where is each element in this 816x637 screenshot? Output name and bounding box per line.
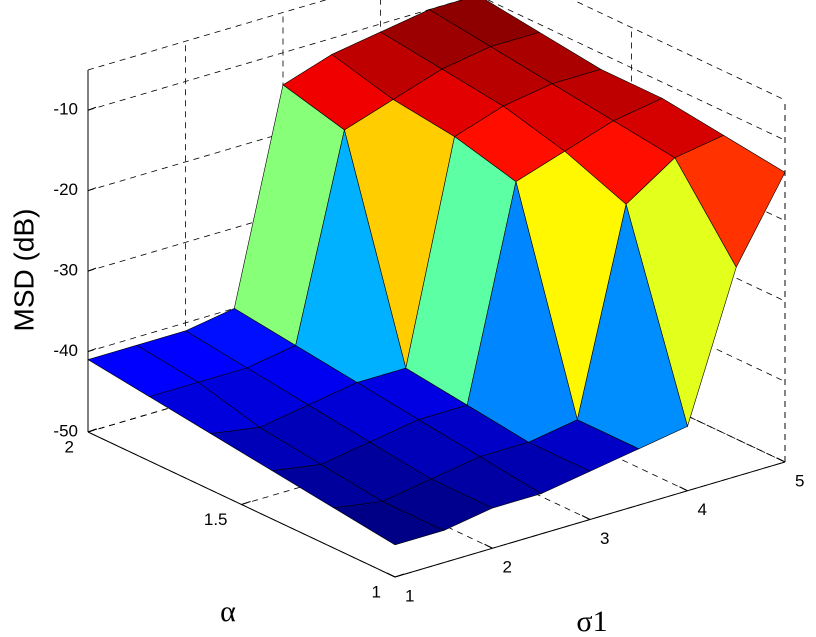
y-axis-label: α	[220, 595, 236, 628]
x-tick	[581, 515, 591, 520]
x-tick-label: 4	[698, 500, 707, 519]
z-axis-label: MSD (dB)	[8, 209, 39, 332]
y-tick-label: 2	[65, 437, 74, 456]
y-tick	[87, 428, 98, 433]
z-tick	[87, 187, 97, 192]
x-tick-label: 3	[600, 529, 609, 548]
x-tick-label: 2	[503, 558, 512, 577]
z-tick-label: -30	[53, 261, 78, 280]
z-tick	[87, 267, 97, 272]
y-tick-label: 1	[372, 582, 381, 601]
z-tick-label: -50	[53, 421, 78, 440]
surface-face	[332, 501, 445, 546]
x-tick	[679, 486, 688, 492]
z-tick-label: -40	[53, 341, 78, 360]
z-tick-label: -10	[53, 100, 78, 119]
box-edge	[87, 0, 327, 71]
x-axis-label: σ1	[576, 605, 607, 637]
x-tick-label: 1	[405, 586, 414, 605]
z-tick-label: -20	[53, 180, 78, 199]
box-edge	[572, 0, 786, 101]
z-tick	[87, 106, 97, 111]
y-tick-label: 1.5	[204, 510, 228, 529]
x-tick	[386, 572, 396, 578]
y-tick	[241, 501, 251, 505]
x-tick	[484, 543, 493, 549]
z-tick	[87, 348, 97, 353]
x-tick-label: 5	[795, 471, 804, 490]
y-tick	[394, 573, 405, 578]
x-tick	[776, 457, 786, 463]
